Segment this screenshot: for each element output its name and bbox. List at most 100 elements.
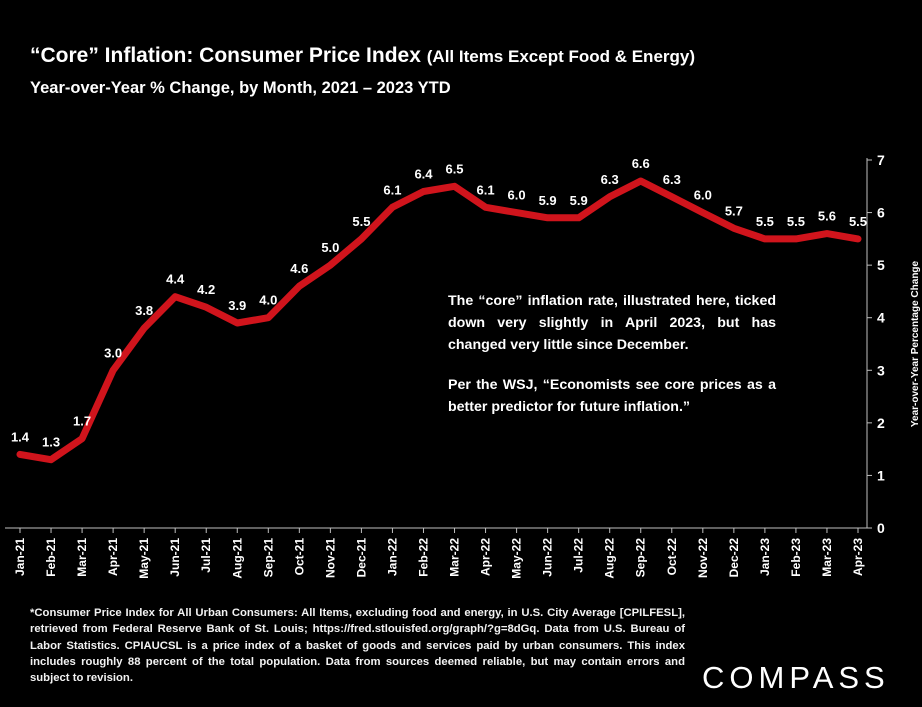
x-tick-label: Jun-21 xyxy=(168,538,182,577)
x-tick-label: Feb-21 xyxy=(44,538,58,577)
x-tick-label: Aug-22 xyxy=(603,538,617,579)
data-label: 5.5 xyxy=(849,214,867,229)
x-tick-label: Mar-23 xyxy=(820,538,834,577)
annotation-paragraph-2: Per the WSJ, “Economists see core prices… xyxy=(448,377,776,415)
x-tick-label: Jul-21 xyxy=(199,538,213,573)
data-point xyxy=(389,204,396,211)
title-parenthetical: (All Items Except Food & Energy) xyxy=(426,47,696,66)
data-label: 1.7 xyxy=(73,414,91,429)
data-point xyxy=(855,235,861,242)
x-tick-label: Sep-21 xyxy=(261,538,275,578)
x-tick-label: Feb-23 xyxy=(789,538,803,577)
chart-title: “Core” Inflation: Consumer Price Index (… xyxy=(30,44,695,68)
x-tick-label: Apr-21 xyxy=(106,538,120,576)
x-tick-label: Jan-23 xyxy=(758,538,772,576)
annotation-paragraph-1: The “core” inflation rate, illustrated h… xyxy=(448,293,776,353)
data-label: 4.4 xyxy=(166,272,185,287)
x-tick-label: Aug-21 xyxy=(230,538,244,579)
series-line-core-cpi xyxy=(16,177,862,464)
y-tick-label: 4 xyxy=(877,310,885,326)
data-point xyxy=(296,283,303,290)
x-tick-label: Jul-22 xyxy=(572,538,586,573)
y-tick-label: 0 xyxy=(877,520,885,536)
x-tick-label: Nov-21 xyxy=(323,538,337,578)
x-tick-label: Dec-22 xyxy=(727,538,741,578)
y-tick-label: 1 xyxy=(877,467,885,483)
data-point xyxy=(110,367,117,374)
data-label: 5.0 xyxy=(321,240,339,255)
y-tick-label: 2 xyxy=(877,415,885,431)
x-tick-label: Oct-22 xyxy=(665,538,679,576)
data-point xyxy=(172,293,179,300)
data-label: 4.2 xyxy=(197,282,215,297)
footnote: *Consumer Price Index for All Urban Cons… xyxy=(30,607,685,685)
data-label: 6.1 xyxy=(477,182,495,197)
data-label: 6.0 xyxy=(508,188,526,203)
data-point xyxy=(513,209,520,216)
x-tick-label: Sep-22 xyxy=(634,538,648,578)
data-label: 5.6 xyxy=(818,209,836,224)
y-tick-label: 5 xyxy=(877,257,885,273)
data-point xyxy=(79,435,86,442)
data-label: 5.9 xyxy=(539,193,557,208)
data-point xyxy=(792,235,799,242)
data-point xyxy=(730,225,737,232)
title-main: “Core” Inflation: Consumer Price Index xyxy=(30,44,421,67)
data-point xyxy=(699,209,706,216)
data-label: 6.0 xyxy=(694,188,712,203)
data-point xyxy=(823,230,830,237)
x-tick-label: Jun-22 xyxy=(541,538,555,577)
y-tick-label: 3 xyxy=(877,362,885,378)
x-tick-label: Apr-22 xyxy=(479,538,493,576)
x-tick-label: Apr-23 xyxy=(851,538,865,576)
data-label: 5.5 xyxy=(787,214,805,229)
data-label: 3.8 xyxy=(135,303,153,318)
data-label: 6.4 xyxy=(414,167,433,182)
data-point xyxy=(575,214,582,221)
y-tick-label: 7 xyxy=(877,152,885,168)
x-tick-label: Dec-21 xyxy=(354,538,368,578)
data-point xyxy=(48,456,55,463)
data-point xyxy=(761,235,768,242)
data-point xyxy=(668,193,675,200)
data-point xyxy=(234,319,241,326)
data-point xyxy=(637,178,644,185)
data-label: 4.6 xyxy=(290,261,308,276)
x-tick-label: May-21 xyxy=(137,538,151,579)
x-tick-label: Mar-21 xyxy=(75,538,89,577)
data-label: 6.3 xyxy=(601,172,619,187)
data-label: 5.5 xyxy=(756,214,774,229)
data-point xyxy=(451,183,458,190)
chart-subtitle: Year-over-Year % Change, by Month, 2021 … xyxy=(30,79,451,97)
data-point xyxy=(482,204,489,211)
x-tick-label: Mar-22 xyxy=(448,538,462,577)
data-label: 5.7 xyxy=(725,203,743,218)
data-label: 1.4 xyxy=(11,429,30,444)
data-point xyxy=(327,262,334,269)
x-tick-label: Feb-22 xyxy=(416,538,430,577)
data-point xyxy=(265,314,272,321)
data-label: 1.3 xyxy=(42,435,60,450)
data-label: 6.6 xyxy=(632,156,650,171)
data-point xyxy=(203,304,210,311)
data-label: 3.9 xyxy=(228,298,246,313)
compass-logo: COMPASS xyxy=(702,660,890,695)
x-tick-label: Nov-22 xyxy=(696,538,710,578)
x-tick-label: Jan-21 xyxy=(13,538,27,576)
data-label: 3.0 xyxy=(104,345,122,360)
data-point xyxy=(606,193,613,200)
annotation-box: The “core” inflation rate, illustrated h… xyxy=(448,290,776,436)
x-tick-label: May-22 xyxy=(510,538,524,579)
x-tick-label: Jan-22 xyxy=(385,538,399,576)
data-label: 6.3 xyxy=(663,172,681,187)
data-point xyxy=(141,325,148,332)
data-point xyxy=(420,188,427,195)
data-label: 5.9 xyxy=(570,193,588,208)
x-tick-label: Oct-21 xyxy=(292,538,306,576)
data-label: 4.0 xyxy=(259,293,277,308)
data-point xyxy=(17,451,23,458)
y-tick-label: 6 xyxy=(877,205,885,221)
data-label: 6.5 xyxy=(445,161,463,176)
data-point xyxy=(358,235,365,242)
